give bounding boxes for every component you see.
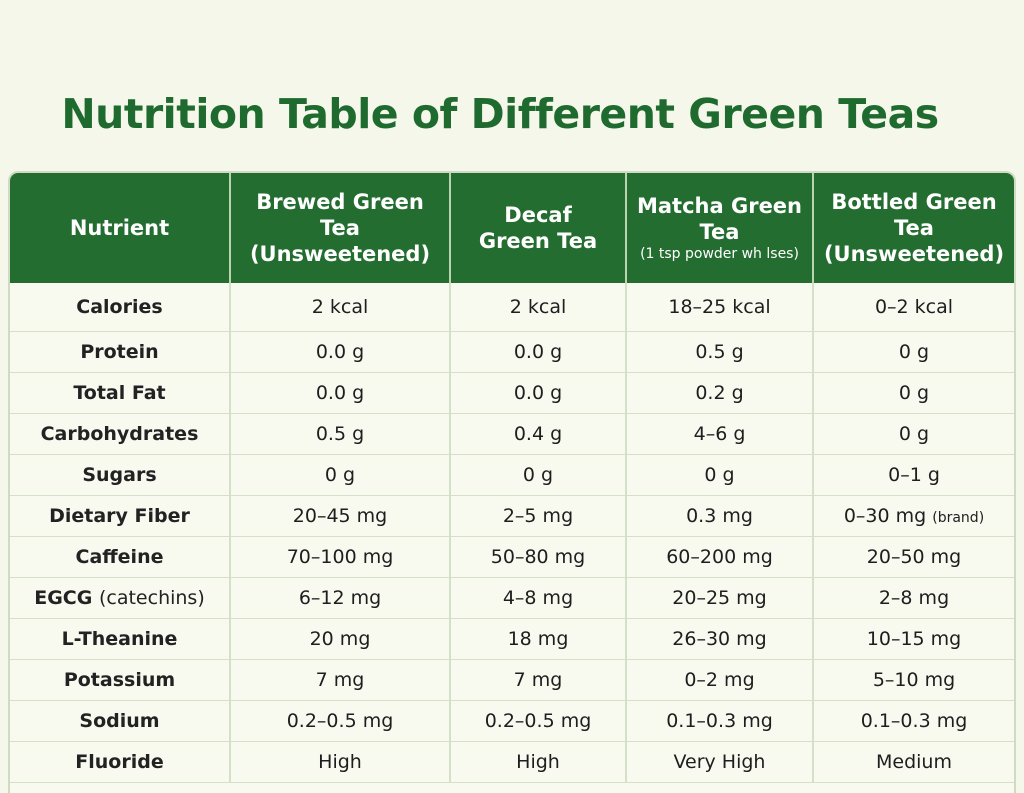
cell-brewed: 0.0 g	[230, 372, 451, 414]
cell-bottled: 2–8 mg	[813, 577, 1014, 619]
cell-nutrient-name: EGCG	[34, 587, 93, 609]
cell-nutrient: Sugars	[10, 454, 231, 496]
cell-nutrient: Fluoride	[10, 741, 231, 783]
cell-nutrient: Calories	[10, 283, 231, 332]
cell-matcha: Very High	[626, 741, 814, 783]
cell-matcha: 18–25 kcal	[626, 283, 814, 332]
table-row: L-Theanine 20 mg 18 mg 26–30 mg 10–15 mg	[10, 618, 1014, 660]
cell-matcha: 0 g	[626, 454, 814, 496]
cell-brewed: 0.5 g	[230, 413, 451, 455]
cell-bottled: Medium	[813, 741, 1014, 783]
cell-decaf: 0 g	[450, 454, 627, 496]
cell-matcha: 0.1–0.3 mg	[626, 700, 814, 742]
cell-brewed: 0.0 g	[230, 331, 451, 373]
cell-bottled: 0–2 kcal	[813, 283, 1014, 332]
cell-matcha: 20–25 mg	[626, 577, 814, 619]
cell-brewed: 20 mg	[230, 618, 451, 660]
header-bottled-line1: Bottled Green	[831, 190, 997, 214]
cell-decaf: 0.4 g	[450, 413, 627, 455]
table-row: Potassium 7 mg 7 mg 0–2 mg 5–10 mg	[10, 659, 1014, 701]
table-row: Dietary Fiber 20–45 mg 2–5 mg 0.3 mg 0–3…	[10, 495, 1014, 537]
table-row: Calories 2 kcal 2 kcal 18–25 kcal 0–2 kc…	[10, 283, 1014, 332]
cell-decaf: 0.0 g	[450, 331, 627, 373]
table-body: Calories 2 kcal 2 kcal 18–25 kcal 0–2 kc…	[10, 283, 1014, 783]
cell-decaf: 0.0 g	[450, 372, 627, 414]
header-decaf-line1: Decaf	[504, 203, 572, 227]
cell-decaf: 2 kcal	[450, 283, 627, 332]
cell-bottled-note: (brand)	[932, 510, 985, 526]
header-nutrient: Nutrient	[10, 173, 231, 283]
cell-brewed: High	[230, 741, 451, 783]
cell-bottled: 0 g	[813, 372, 1014, 414]
cell-decaf: 7 mg	[450, 659, 627, 701]
header-brewed-line1: Brewed Green	[256, 190, 424, 214]
cell-bottled: 0–1 g	[813, 454, 1014, 496]
header-brewed-line3: (Unsweetened)	[249, 242, 431, 266]
nutrition-table: Nutrient Brewed Green Tea (Unsweetened) …	[10, 173, 1014, 783]
cell-brewed: 0 g	[230, 454, 451, 496]
header-matcha: Matcha Green Tea (1 tsp powder wh lses)	[626, 173, 814, 283]
header-matcha-line1: Matcha Green	[636, 194, 803, 218]
nutrition-table-container: Nutrient Brewed Green Tea (Unsweetened) …	[8, 171, 1016, 793]
table-row: Sodium 0.2–0.5 mg 0.2–0.5 mg 0.1–0.3 mg …	[10, 700, 1014, 742]
page-title: Nutrition Table of Different Green Teas	[61, 90, 939, 138]
cell-matcha: 0.2 g	[626, 372, 814, 414]
cell-brewed: 0.2–0.5 mg	[230, 700, 451, 742]
table-row: Protein 0.0 g 0.0 g 0.5 g 0 g	[10, 331, 1014, 373]
header-decaf-line2: Green Tea	[478, 229, 598, 253]
cell-decaf: 18 mg	[450, 618, 627, 660]
cell-nutrient: Total Fat	[10, 372, 231, 414]
cell-nutrient: Caffeine	[10, 536, 231, 578]
header-bottled-line3: (Unsweetened)	[823, 242, 1005, 266]
table-row: Total Fat 0.0 g 0.0 g 0.2 g 0 g	[10, 372, 1014, 414]
cell-nutrient: L-Theanine	[10, 618, 231, 660]
cell-matcha: 0–2 mg	[626, 659, 814, 701]
cell-matcha: 0.3 mg	[626, 495, 814, 537]
cell-decaf: 0.2–0.5 mg	[450, 700, 627, 742]
cell-nutrient: Potassium	[10, 659, 231, 701]
table-row: Caffeine 70–100 mg 50–80 mg 60–200 mg 20…	[10, 536, 1014, 578]
cell-brewed: 20–45 mg	[230, 495, 451, 537]
table-row: EGCG (catechins) 6–12 mg 4–8 mg 20–25 mg…	[10, 577, 1014, 619]
cell-matcha: 26–30 mg	[626, 618, 814, 660]
header-brewed-line2: Tea	[320, 216, 360, 240]
table-header: Nutrient Brewed Green Tea (Unsweetened) …	[10, 173, 1014, 283]
cell-nutrient: Dietary Fiber	[10, 495, 231, 537]
cell-decaf: High	[450, 741, 627, 783]
cell-nutrient: EGCG (catechins)	[10, 577, 231, 619]
cell-decaf: 4–8 mg	[450, 577, 627, 619]
cell-bottled: 0 g	[813, 331, 1014, 373]
header-brewed: Brewed Green Tea (Unsweetened)	[230, 173, 451, 283]
cell-brewed: 2 kcal	[230, 283, 451, 332]
header-bottled: Bottled Green Tea (Unsweetened)	[813, 173, 1014, 283]
header-bottled-line2: Tea	[894, 216, 934, 240]
cell-bottled: 10–15 mg	[813, 618, 1014, 660]
cell-decaf: 2–5 mg	[450, 495, 627, 537]
header-matcha-sub: (1 tsp powder wh lses)	[640, 246, 799, 262]
header-matcha-line2: Tea	[699, 220, 740, 244]
cell-bottled: 0 g	[813, 413, 1014, 455]
cell-nutrient: Protein	[10, 331, 231, 373]
cell-brewed: 7 mg	[230, 659, 451, 701]
table-row: Fluoride High High Very High Medium	[10, 741, 1014, 783]
cell-nutrient: Sodium	[10, 700, 231, 742]
cell-bottled: 20–50 mg	[813, 536, 1014, 578]
cell-bottled: 0–30 mg (brand)	[813, 495, 1014, 537]
cell-decaf: 50–80 mg	[450, 536, 627, 578]
cell-bottled: 5–10 mg	[813, 659, 1014, 701]
header-decaf: Decaf Green Tea	[450, 173, 627, 283]
header-nutrient-label: Nutrient	[69, 216, 170, 240]
cell-matcha: 4–6 g	[626, 413, 814, 455]
cell-matcha: 0.5 g	[626, 331, 814, 373]
table-row: Sugars 0 g 0 g 0 g 0–1 g	[10, 454, 1014, 496]
table-row: Carbohydrates 0.5 g 0.4 g 4–6 g 0 g	[10, 413, 1014, 455]
cell-bottled-value: 0–30 mg	[843, 505, 927, 527]
header-row: Nutrient Brewed Green Tea (Unsweetened) …	[10, 173, 1014, 283]
cell-matcha: 60–200 mg	[626, 536, 814, 578]
cell-brewed: 70–100 mg	[230, 536, 451, 578]
cell-brewed: 6–12 mg	[230, 577, 451, 619]
cell-bottled: 0.1–0.3 mg	[813, 700, 1014, 742]
cell-nutrient: Carbohydrates	[10, 413, 231, 455]
cell-nutrient-note: (catechins)	[98, 587, 205, 609]
